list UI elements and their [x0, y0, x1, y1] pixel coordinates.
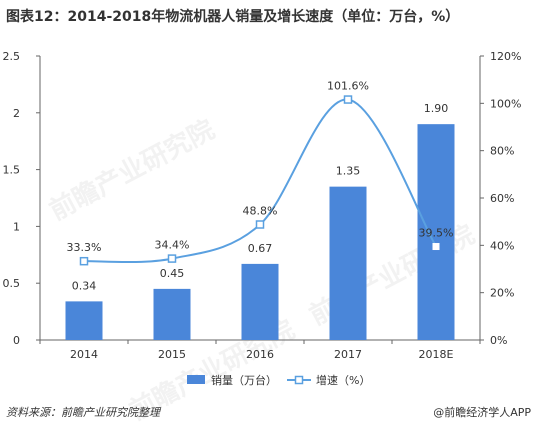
bar	[329, 186, 367, 340]
y-left-tick-label: 0.5	[3, 277, 21, 290]
y-left-tick-label: 1.5	[3, 164, 21, 177]
source-note: 资料来源：前瞻产业研究院整理	[6, 406, 160, 419]
y-right-tick-label: 20%	[490, 287, 514, 300]
brand-credit: @前瞻经济学人APP	[433, 406, 531, 419]
chart-title: 图表12：2014-2018年物流机器人销量及增长速度（单位：万台，%）	[6, 9, 460, 25]
y-right-tick-label: 80%	[490, 145, 514, 158]
legend-bar-label: 销量（万台）	[211, 373, 277, 387]
bar	[241, 263, 279, 340]
x-tick-label: 2018E	[419, 348, 454, 361]
line-data-label: 34.4%	[155, 239, 190, 252]
bar-data-label: 1.90	[424, 102, 449, 115]
line-data-label: 101.6%	[327, 80, 369, 93]
x-tick-label: 2014	[70, 348, 98, 361]
y-left-tick-label: 0	[13, 334, 20, 347]
line-data-label: 39.5%	[419, 227, 454, 240]
y-right-tick-label: 40%	[490, 239, 514, 252]
y-right-tick-label: 100%	[490, 97, 521, 110]
bar	[153, 288, 191, 340]
legend-line-label: 增速（%）	[316, 373, 370, 387]
y-left-tick-label: 2	[13, 107, 20, 120]
line-point	[343, 95, 353, 104]
line-data-label: 33.3%	[67, 241, 102, 254]
x-tick-label: 2016	[246, 348, 274, 361]
y-right-tick-label: 120%	[490, 50, 521, 63]
y-left-tick-label: 1	[13, 220, 20, 233]
y-left-tick-label: 2.5	[3, 50, 21, 63]
line-point	[167, 254, 177, 263]
bar-data-label: 1.35	[336, 165, 361, 178]
x-tick-label: 2017	[334, 348, 362, 361]
y-right-tick-label: 0%	[490, 334, 507, 347]
bar-data-label: 0.34	[72, 279, 97, 292]
line-point	[79, 256, 89, 266]
x-tick-label: 2015	[158, 348, 186, 361]
line-point	[432, 243, 440, 251]
bar	[65, 301, 103, 340]
bar	[417, 124, 455, 340]
line-data-label: 48.8%	[243, 205, 278, 218]
line-point	[255, 220, 265, 229]
bar-data-label: 0.45	[160, 267, 185, 280]
combo-chart: 0 0.5 1 1.5 2 2.5 0% 20% 40% 60% 80% 100% 120% 2014 20…	[3, 50, 522, 387]
legend-line-marker	[294, 375, 304, 385]
bar-data-label: 0.67	[248, 242, 273, 255]
y-right-tick-label: 60%	[490, 192, 514, 205]
legend-bar-swatch	[187, 375, 205, 384]
growth-line	[83, 98, 437, 264]
